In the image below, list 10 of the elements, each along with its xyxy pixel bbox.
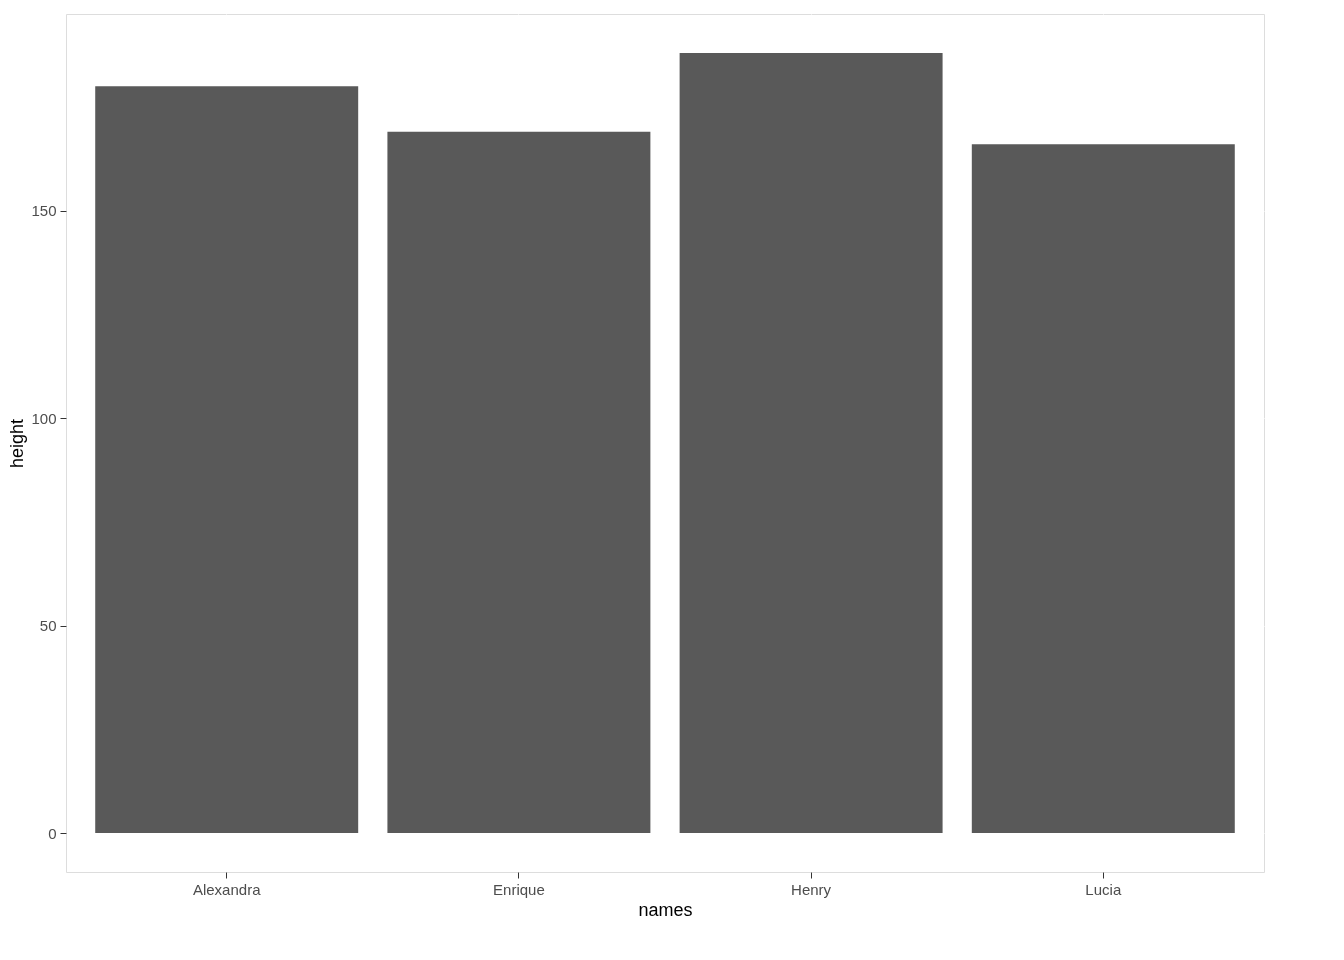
y-tick-label: 50 bbox=[39, 617, 57, 635]
x-tick-label: Henry bbox=[791, 880, 832, 898]
x-tick-label: Lucia bbox=[1085, 880, 1122, 898]
x-axis-title: names bbox=[638, 899, 693, 920]
x-tick-label: Alexandra bbox=[192, 880, 262, 898]
y-axis-title: height bbox=[7, 418, 28, 469]
y-tick-label: 150 bbox=[31, 202, 57, 220]
x-tick-label: Enrique bbox=[493, 880, 545, 898]
y-tick-label: 0 bbox=[48, 824, 57, 842]
y-tick-label: 100 bbox=[31, 409, 57, 427]
